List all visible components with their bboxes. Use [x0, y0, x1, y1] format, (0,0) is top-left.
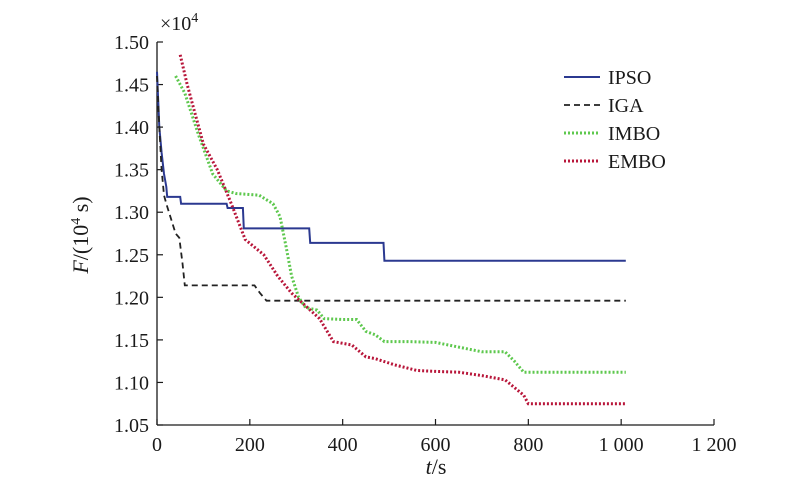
y-tick-label: 1.45: [114, 75, 149, 97]
y-axis-title: F/(104 s): [68, 196, 93, 274]
series-line-embo: [178, 54, 626, 406]
y-axis-title-post: s): [68, 196, 93, 217]
y-tick-label: 1.35: [114, 160, 149, 182]
y-tick-label: 1.30: [114, 202, 149, 224]
y-axis-title-sup: 4: [69, 218, 84, 225]
y-axis-multiplier-exp: 4: [191, 11, 198, 26]
legend-label-iga: IGA: [608, 95, 644, 117]
y-tick-label: 1.50: [114, 32, 149, 54]
x-tick-label: 200: [235, 434, 265, 456]
x-axis-title-var: t: [426, 454, 433, 479]
x-tick-label: 800: [513, 434, 543, 456]
x-tick-label: 600: [421, 434, 451, 456]
y-tick-label: 1.10: [114, 372, 149, 394]
y-axis-multiplier-base: ×10: [160, 13, 191, 35]
series-line-iga: [156, 75, 626, 302]
series-line-ipso: [156, 71, 626, 262]
legend: IPSO IGA IMBO EMBO: [564, 67, 666, 173]
legend-label-imbo: IMBO: [608, 123, 660, 145]
x-tick-label: 0: [152, 434, 162, 456]
y-tick-label: 1.15: [114, 330, 149, 352]
x-tick-label: 1 200: [692, 434, 737, 456]
legend-label-ipso: IPSO: [608, 67, 651, 89]
y-axis-ticks: 1.05 1.10 1.15 1.20 1.25 1.30 1.35 1.40 1.45 1.50: [114, 32, 163, 437]
y-axis-title-var: F: [68, 260, 93, 275]
series-lines: [156, 54, 626, 406]
x-tick-label: 400: [328, 434, 358, 456]
y-axis-title-pre: /(10: [68, 225, 93, 260]
y-tick-label: 1.05: [114, 415, 149, 437]
y-axis-multiplier: ×104: [160, 11, 198, 35]
x-tick-label: 1 000: [599, 434, 644, 456]
series-line-imbo: [174, 75, 626, 374]
y-tick-label: 1.25: [114, 245, 149, 267]
y-tick-label: 1.20: [114, 287, 149, 309]
legend-label-embo: EMBO: [608, 151, 666, 173]
x-axis-title: t/s: [426, 454, 447, 479]
x-axis-title-unit: /s: [432, 454, 447, 479]
x-axis-ticks: 0 200 400 600 800 1 000 1 200: [152, 419, 737, 456]
y-tick-label: 1.40: [114, 117, 149, 139]
